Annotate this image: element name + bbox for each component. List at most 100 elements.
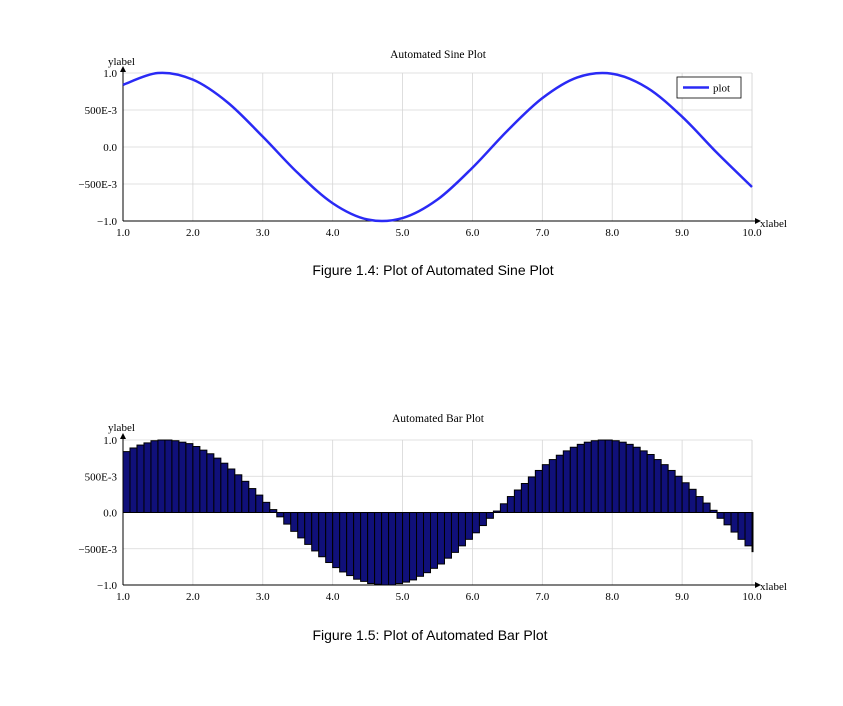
y-tick-label: −1.0 [97, 216, 117, 228]
bar [388, 512, 397, 586]
bar [206, 453, 215, 513]
bar [241, 480, 250, 514]
bar [185, 443, 194, 514]
figure-caption: Figure 1.4: Plot of Automated Sine Plot [312, 262, 553, 278]
bar [437, 512, 445, 565]
x-tick-label: 8.0 [605, 591, 619, 603]
bar [611, 440, 620, 514]
sine-figure: Automated Sine Plot ylabel xlabel Figure… [78, 49, 786, 278]
bar [597, 439, 606, 513]
bar [143, 442, 152, 513]
bar [129, 447, 138, 514]
x-tick-label: 3.0 [256, 591, 270, 603]
y-tick-label: 1.0 [103, 68, 117, 80]
bar [430, 512, 439, 569]
series-line-plot [122, 71, 753, 223]
bar [548, 459, 557, 514]
y-tick-labels: −1.0 −500E-3 0.0 500E-3 1.0 [78, 435, 117, 592]
bar [520, 483, 529, 513]
axes [120, 66, 761, 224]
y-tick-labels: −1.0 −500E-3 0.0 500E-3 1.0 [78, 68, 117, 228]
x-tick-label: 9.0 [675, 591, 689, 603]
y-tick-label: 500E-3 [85, 471, 118, 483]
bar [625, 443, 634, 514]
bar [485, 512, 494, 519]
bar [360, 512, 369, 582]
x-tick-label: 10.0 [742, 591, 762, 603]
bar [318, 512, 327, 558]
bar [157, 439, 166, 513]
bar [234, 474, 243, 513]
bar [730, 512, 739, 533]
bar [227, 468, 236, 513]
bar [339, 512, 348, 573]
y-axis-arrow [120, 433, 126, 439]
bar [639, 450, 648, 514]
x-tick-label: 2.0 [186, 227, 200, 239]
x-tick-label: 2.0 [186, 591, 200, 603]
bar [464, 512, 473, 540]
bar [220, 462, 229, 514]
bar [541, 464, 550, 513]
bar [416, 512, 425, 577]
bar [744, 512, 754, 547]
bar [136, 444, 145, 514]
bar [353, 512, 362, 580]
bar [423, 512, 432, 574]
bar [450, 512, 459, 553]
bar [702, 502, 711, 514]
bar [192, 446, 201, 513]
bar [688, 488, 697, 513]
x-tick-label: 7.0 [535, 227, 549, 239]
bar [443, 512, 452, 559]
y-tick-label: 0.0 [103, 142, 117, 154]
bar [527, 476, 536, 514]
bar [513, 489, 522, 513]
y-tick-label: 0.0 [103, 508, 117, 520]
bar [646, 454, 655, 513]
chart-title: Automated Sine Plot [390, 49, 487, 61]
x-axis-label: xlabel [760, 581, 787, 593]
x-tick-label: 8.0 [605, 227, 619, 239]
bar [297, 512, 306, 539]
bar [632, 446, 641, 513]
x-tick-label: 4.0 [326, 591, 340, 603]
bar [653, 459, 662, 514]
bar [583, 441, 592, 513]
legend: plot [676, 76, 742, 99]
x-axis-arrow [755, 218, 761, 224]
bar [290, 512, 299, 532]
x-tick-label: 7.0 [535, 591, 549, 603]
bar [681, 482, 690, 513]
bar-figure: Automated Bar Plot ylabel xlabel Figure … [78, 413, 786, 643]
x-axis-arrow [755, 582, 761, 588]
bar [478, 512, 487, 527]
bar [506, 496, 515, 513]
bar [562, 450, 571, 514]
x-tick-label: 5.0 [396, 227, 410, 239]
bar [374, 512, 383, 585]
bar [751, 512, 754, 553]
bar [667, 469, 676, 514]
y-tick-label: 500E-3 [85, 105, 118, 117]
bar [325, 512, 334, 564]
x-tick-label: 6.0 [466, 591, 480, 603]
bar [716, 512, 725, 519]
bar [213, 457, 222, 514]
axes [120, 433, 761, 588]
x-tick-label: 3.0 [256, 227, 270, 239]
bar [471, 512, 480, 534]
legend-label: plot [713, 83, 730, 95]
bar [346, 512, 355, 577]
x-tick-label: 10.0 [742, 227, 762, 239]
bar [304, 512, 313, 545]
bar [164, 439, 173, 513]
bar [248, 488, 257, 514]
x-axis-label: xlabel [760, 218, 787, 230]
x-tick-label: 4.0 [326, 227, 340, 239]
bar [255, 494, 264, 514]
bar [262, 501, 271, 514]
chart-title: Automated Bar Plot [392, 413, 485, 425]
bar [122, 451, 131, 514]
